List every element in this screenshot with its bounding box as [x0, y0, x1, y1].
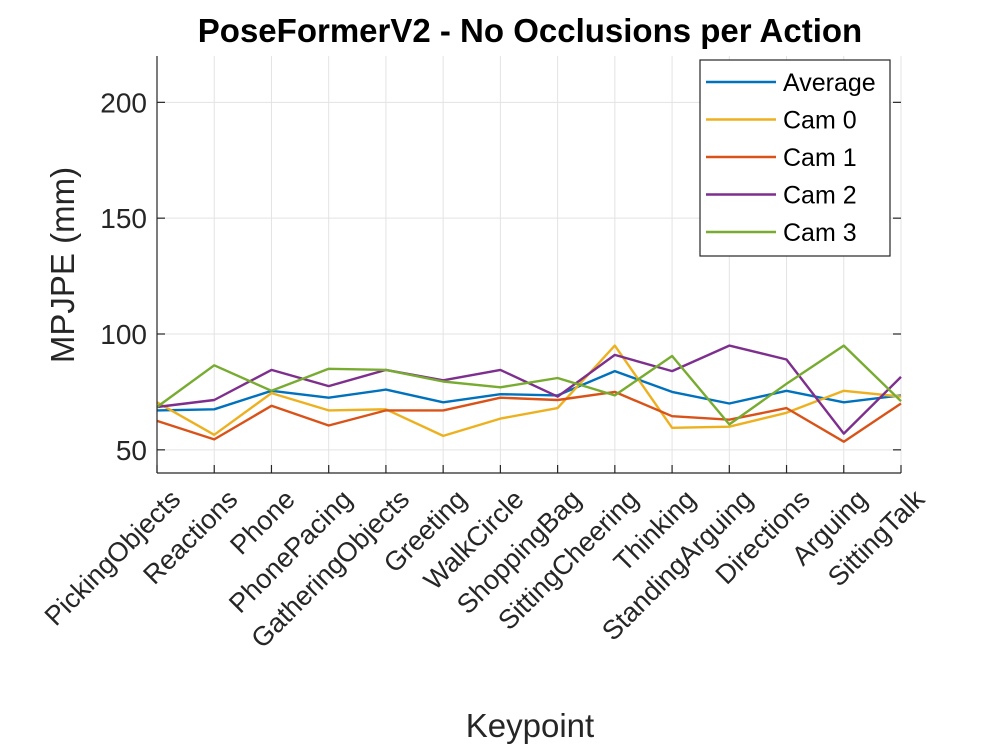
y-tick-label: 100 [100, 319, 147, 350]
x-axis-label: Keypoint [466, 707, 594, 744]
legend-entry: Cam 2 [783, 182, 857, 210]
axes-layer [156, 56, 902, 474]
y-tick-label: 50 [116, 435, 147, 466]
y-tick-label: 150 [100, 203, 147, 234]
chart-title: PoseFormerV2 - No Occlusions per Action [198, 12, 862, 49]
y-axis-label: MPJPE (mm) [44, 167, 81, 363]
series-line-cam-0 [156, 344, 902, 438]
legend-entry: Cam 3 [783, 219, 857, 247]
series-line-cam-1 [156, 390, 902, 443]
grid-layer [156, 56, 902, 473]
series-layer [156, 344, 902, 443]
y-tick-labels: 50 100 150 200 [100, 87, 147, 466]
legend-entry: Cam 1 [783, 144, 857, 172]
legend-entry: Average [783, 69, 876, 97]
legend: Average Cam 0 Cam 1 Cam 2 Cam 3 [699, 59, 891, 257]
series-line-average [156, 369, 902, 412]
series-line-cam-3 [156, 344, 902, 426]
legend-entry: Cam 0 [783, 107, 857, 135]
y-tick-label: 200 [100, 87, 147, 118]
